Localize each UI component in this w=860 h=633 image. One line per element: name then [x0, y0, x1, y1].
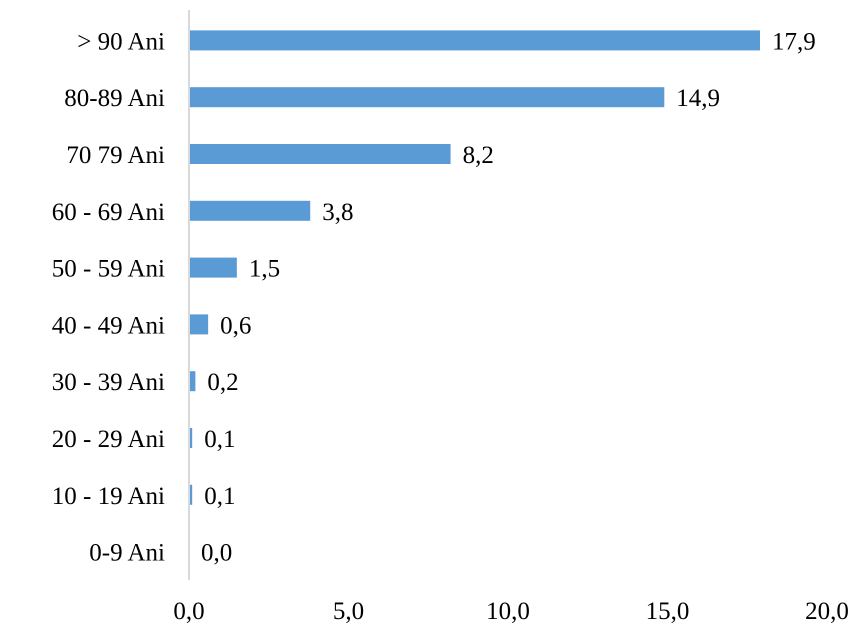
value-label: 17,9 — [772, 28, 816, 55]
value-label: 3,8 — [322, 199, 353, 226]
bar — [189, 314, 209, 335]
value-label: 8,2 — [463, 142, 494, 169]
bar — [189, 200, 311, 221]
bar — [189, 428, 193, 448]
category-label: 10 - 19 Ani — [52, 483, 165, 510]
x-tick-label: 15,0 — [646, 598, 690, 625]
category-label: 60 - 69 Ani — [52, 199, 165, 226]
value-label: 0,1 — [204, 426, 235, 453]
value-label: 1,5 — [249, 256, 280, 283]
value-label: 0,6 — [220, 312, 251, 339]
x-tick-label: 0,0 — [173, 598, 204, 625]
x-tick-label: 10,0 — [486, 598, 530, 625]
category-label: 50 - 59 Ani — [52, 256, 165, 283]
value-label: 0,0 — [201, 540, 232, 567]
category-label: 20 - 29 Ani — [52, 426, 165, 453]
value-labels-group: 17,9 14,9 8,2 3,8 1,5 0,6 0,2 0,1 0,1 0,0 — [201, 28, 816, 566]
x-tick-label: 5,0 — [333, 598, 364, 625]
category-label: > 90 Ani — [77, 28, 165, 55]
x-tick-label: 20,0 — [805, 598, 849, 625]
category-label: 80-89 Ani — [64, 85, 165, 112]
value-label: 0,1 — [204, 483, 235, 510]
bar — [189, 371, 196, 392]
bar — [189, 144, 451, 164]
category-label: 70 79 Ani — [66, 142, 165, 169]
category-label: 30 - 39 Ani — [52, 369, 165, 396]
bar — [189, 257, 237, 278]
bar — [189, 30, 761, 51]
bars-group — [189, 30, 761, 505]
category-labels-group: > 90 Ani 80-89 Ani 70 79 Ani 60 - 69 Ani 50 … — [52, 28, 165, 566]
bar — [189, 484, 193, 505]
category-label: 0-9 Ani — [89, 540, 165, 567]
category-label: 40 - 49 Ani — [52, 312, 165, 339]
bar — [189, 87, 665, 108]
value-label: 14,9 — [676, 85, 720, 112]
value-label: 0,2 — [207, 369, 238, 396]
x-tick-labels-group: 0,0 5,0 10,0 15,0 20,0 — [173, 598, 849, 625]
